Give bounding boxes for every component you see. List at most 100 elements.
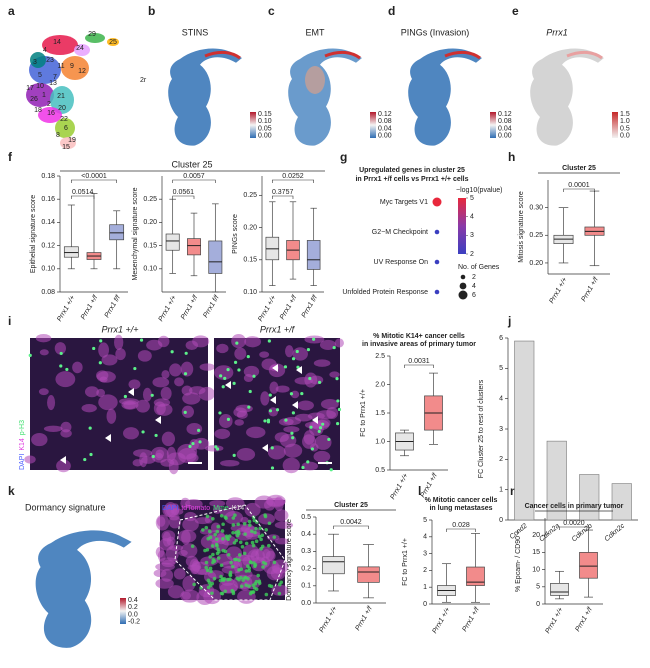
cell <box>283 426 300 433</box>
cell <box>320 398 339 410</box>
mme-cell <box>249 560 253 565</box>
y-tick-label: 0.18 <box>41 173 55 180</box>
mme-cell <box>235 533 240 538</box>
mme-cell <box>264 527 269 532</box>
nucleus <box>123 394 127 399</box>
y-tick-label: 0.5 <box>375 467 385 474</box>
size-legend-label: 2 <box>472 274 476 281</box>
nucleus <box>318 426 323 430</box>
p-value: 0.0031 <box>408 358 430 365</box>
cell <box>329 371 340 378</box>
cell <box>271 584 289 596</box>
x-tick-label: Cdkn2a <box>538 523 561 544</box>
cluster-label: 23 <box>46 57 54 64</box>
stain-name: Mme <box>213 505 229 512</box>
mme-cell <box>253 582 258 586</box>
p-value: 0.0042 <box>340 519 362 526</box>
cell <box>218 414 233 429</box>
nucleus <box>270 446 274 450</box>
y-tick-label: 0.10 <box>243 289 257 296</box>
cell <box>258 513 275 525</box>
cluster-area <box>61 56 89 80</box>
cell <box>214 428 231 440</box>
y-tick-label: 4 <box>423 534 427 541</box>
mme-cell <box>239 584 244 589</box>
y-tick-label: 0.08 <box>41 289 55 296</box>
cell <box>182 575 196 592</box>
bar <box>611 483 632 521</box>
size-legend-title: No. of Genes <box>458 264 500 271</box>
colorbar-tick-label: 1.5 <box>620 111 630 118</box>
cell <box>114 334 124 350</box>
umap-plot <box>288 48 362 146</box>
x-tick-label: Prrx1 +/f <box>461 606 481 633</box>
cell <box>135 399 150 413</box>
box <box>109 224 125 241</box>
colorbar <box>120 598 126 624</box>
mme-cell <box>272 535 277 539</box>
mme-cell <box>221 536 225 541</box>
umap-hotspot <box>305 66 325 94</box>
y-tick-label: 1.5 <box>375 410 385 417</box>
mme-cell <box>243 532 247 536</box>
y-tick-label: 0.20 <box>529 260 543 267</box>
mme-cell <box>253 564 257 569</box>
nucleus <box>89 452 93 457</box>
cell <box>184 499 203 510</box>
nucleus <box>337 407 342 412</box>
stain-name: p-H3 <box>19 420 26 435</box>
dot <box>434 229 440 235</box>
mme-cell <box>237 577 241 582</box>
mme-cell <box>207 580 212 585</box>
nucleus <box>275 408 280 412</box>
cluster-area <box>85 33 105 43</box>
mme-cell <box>264 592 269 597</box>
cell <box>290 390 300 399</box>
mme-cell <box>234 557 238 562</box>
mme-cell <box>210 591 214 596</box>
size-legend-dot <box>459 282 467 290</box>
mme-cell <box>192 582 196 587</box>
cell <box>313 450 331 463</box>
mme-cell <box>214 537 219 541</box>
note: 2r <box>140 77 147 84</box>
cell <box>285 345 294 358</box>
y-axis-label: Epithelial signature score <box>30 195 37 273</box>
y-axis-label: Mitosis signature score <box>518 191 525 263</box>
nucleus <box>226 368 230 372</box>
panel-label: k <box>8 484 15 498</box>
x-tick-label: Prrx1 +/+ <box>158 294 178 322</box>
cluster-label: 25 <box>109 39 117 46</box>
cell <box>314 434 332 450</box>
nucleus <box>301 465 305 470</box>
mme-cell <box>247 569 252 573</box>
cluster-label: 20 <box>58 105 66 112</box>
stain-name: K14 <box>19 438 26 451</box>
mme-cell <box>254 526 258 531</box>
y-tick-label: 0.10 <box>41 266 55 273</box>
mme-cell <box>231 530 235 535</box>
nucleus <box>284 418 288 422</box>
y-tick-label: 0.15 <box>143 242 157 249</box>
x-tick-label: Prrx1 +/f <box>80 294 100 321</box>
mme-cell <box>251 590 256 594</box>
mme-cell <box>251 543 256 548</box>
cell <box>81 404 97 413</box>
cell <box>244 336 262 348</box>
cell <box>209 500 226 507</box>
cell <box>266 566 283 581</box>
nucleus <box>233 360 238 364</box>
panel-label: d <box>388 4 395 18</box>
cluster-area <box>42 35 78 55</box>
cell <box>167 585 184 599</box>
y-tick-label: Unfolded Protein Response <box>342 289 428 296</box>
box <box>357 566 380 583</box>
nucleus <box>65 367 69 372</box>
cell <box>282 457 300 474</box>
panel-label: g <box>340 150 347 164</box>
nucleus <box>291 411 295 415</box>
panel-label: h <box>508 150 515 164</box>
nucleus <box>237 368 241 372</box>
nucleus <box>154 433 158 438</box>
cluster-label: 11 <box>57 63 64 70</box>
